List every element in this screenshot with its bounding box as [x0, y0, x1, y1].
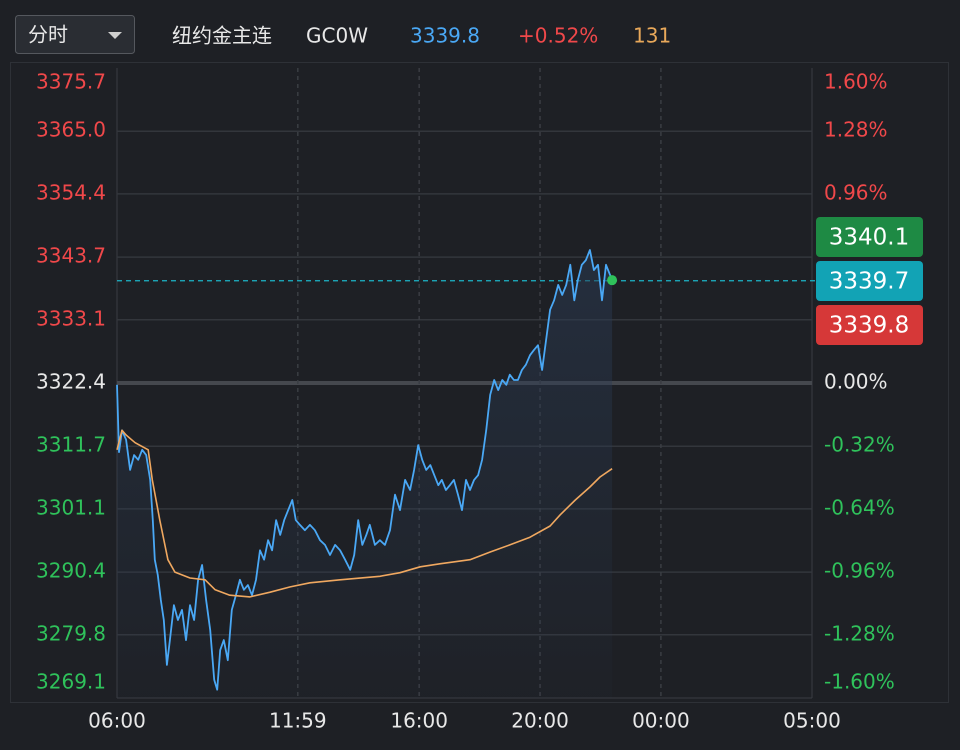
volume: 131 — [633, 24, 671, 48]
y2-tick-label: 1.28% — [824, 118, 888, 142]
x-tick-label: 16:00 — [390, 709, 448, 733]
y-tick-label: 3311.7 — [36, 433, 106, 457]
price-area — [117, 250, 613, 698]
price-change: +0.52% — [518, 24, 598, 48]
y-tick-label: 3375.7 — [36, 70, 106, 94]
price-tag — [816, 305, 923, 345]
period-label: 分时 — [28, 23, 68, 47]
chart-frame — [10, 62, 949, 703]
x-tick-label: 00:00 — [632, 709, 690, 733]
y-tick-label: 3269.1 — [36, 670, 106, 694]
period-dropdown[interactable] — [15, 15, 135, 54]
x-tick-label: 20:00 — [511, 709, 569, 733]
dropdown-arrow — [108, 32, 122, 39]
x-tick-label: 05:00 — [783, 709, 841, 733]
x-tick-label: 11:59 — [269, 709, 327, 733]
price-tag — [816, 261, 923, 301]
last-point — [607, 275, 618, 286]
y2-tick-label: -1.60% — [824, 670, 895, 694]
y2-tick-label: 0.96% — [824, 181, 888, 205]
price-tag-label: 3339.8 — [829, 313, 909, 339]
price-tag-label: 3339.7 — [829, 269, 909, 295]
y-tick-label: 3333.1 — [36, 306, 106, 330]
y2-tick-label: -0.96% — [824, 559, 895, 583]
y-tick-label: 3354.4 — [36, 180, 106, 204]
instrument-code: GC0W — [306, 24, 368, 48]
x-tick-label: 06:00 — [88, 709, 146, 733]
average-line — [116, 429, 613, 598]
price-tag-label: 3340.1 — [829, 225, 909, 251]
y-tick-label: 3301.1 — [36, 495, 106, 519]
y-tick-label: 3290.4 — [36, 559, 106, 583]
y2-tick-label: 1.60% — [824, 70, 888, 94]
y2-tick-label: -0.64% — [824, 496, 895, 520]
y2-tick-label: 0.00% — [824, 370, 888, 394]
y-tick-label: 3365.0 — [36, 118, 106, 142]
y-tick-label: 3343.7 — [36, 244, 106, 268]
instrument-name: 纽约金主连 — [172, 24, 272, 48]
y2-tick-label: -0.32% — [824, 433, 895, 457]
price-line — [116, 249, 613, 691]
y2-tick-label: -1.28% — [824, 622, 895, 646]
y-tick-label: 3279.8 — [36, 621, 106, 645]
last-price: 3339.8 — [410, 24, 480, 48]
price-tag — [816, 217, 923, 257]
y-tick-label: 3322.4 — [36, 370, 106, 394]
